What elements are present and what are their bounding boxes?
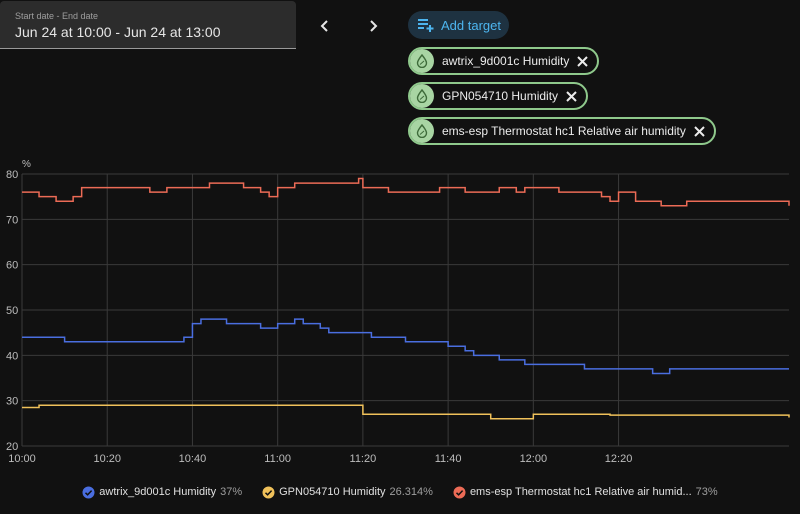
legend-item-awtrix[interactable]: awtrix_9d001c Humidity 37%	[82, 486, 242, 499]
check-circle-icon	[82, 486, 95, 498]
check-circle-icon	[453, 486, 466, 498]
add-target-button[interactable]: Add target	[408, 11, 509, 39]
legend-item-ems-esp[interactable]: ems-esp Thermostat hc1 Relative air humi…	[453, 486, 718, 499]
y-tick-label: 50	[6, 305, 18, 317]
date-range-value: Jun 24 at 10:00 - Jun 24 at 13:00	[15, 24, 221, 40]
check-circle-icon	[262, 486, 275, 498]
y-tick-label: 70	[6, 214, 18, 226]
target-chip-ems-esp: ems-esp Thermostat hc1 Relative air humi…	[408, 117, 716, 145]
legend-item-gpn[interactable]: GPN054710 Humidity 26.314%	[262, 486, 433, 499]
remove-target-button[interactable]	[566, 90, 577, 102]
water-percent-icon	[410, 119, 434, 143]
y-tick-label: 60	[6, 260, 18, 272]
date-range-field[interactable]: Start date - End date Jun 24 at 10:00 - …	[0, 1, 296, 49]
x-tick-label: 11:40	[435, 453, 462, 465]
chart-legend: awtrix_9d001c Humidity 37% GPN054710 Hum…	[0, 482, 800, 502]
series-line-1	[22, 318, 789, 375]
x-tick-label: 10:20	[93, 453, 121, 465]
target-chip-label: awtrix_9d001c Humidity	[442, 54, 570, 68]
target-chip-gpn: GPN054710 Humidity	[408, 82, 589, 110]
y-tick-label: 40	[6, 350, 18, 362]
legend-value: 26.314%	[389, 486, 433, 498]
water-percent-icon	[410, 84, 434, 108]
x-tick-label: 11:00	[264, 453, 291, 465]
close-icon	[577, 55, 589, 67]
y-axis-unit: %	[22, 159, 31, 170]
remove-target-button[interactable]	[694, 125, 705, 137]
water-percent-icon	[410, 49, 434, 73]
target-chip-awtrix: awtrix_9d001c Humidity	[408, 47, 600, 75]
previous-period-button[interactable]	[311, 12, 339, 40]
series-line-3	[22, 177, 790, 207]
legend-value: 73%	[695, 486, 718, 498]
y-tick-label: 80	[6, 169, 18, 181]
legend-label: ems-esp Thermostat hc1 Relative air humi…	[469, 486, 692, 498]
legend-label: GPN054710 Humidity	[279, 486, 386, 498]
x-tick-label: 12:20	[605, 453, 633, 465]
history-chart[interactable]: 20 30 40 50 60 70 80 10:00 10:20 10:40 11:00 11:20 1…	[0, 150, 800, 470]
legend-value: 37%	[220, 486, 243, 498]
y-tick-label: 30	[6, 396, 18, 408]
next-period-button[interactable]	[359, 12, 387, 40]
series-line-2	[22, 404, 790, 420]
target-chip-label: GPN054710 Humidity	[442, 89, 559, 103]
close-icon	[566, 90, 577, 102]
legend-label: awtrix_9d001c Humidity	[99, 486, 217, 498]
y-tick-label: 20	[6, 441, 18, 453]
remove-target-button[interactable]	[577, 55, 589, 67]
date-range-label: Start date - End date	[15, 11, 99, 21]
x-tick-label: 10:00	[8, 453, 36, 465]
x-tick-label: 12:00	[520, 453, 548, 465]
add-target-label: Add target	[441, 17, 501, 33]
close-icon	[694, 125, 705, 137]
x-tick-label: 11:20	[350, 453, 377, 465]
playlist-plus-icon	[418, 19, 434, 32]
x-tick-label: 10:40	[179, 453, 207, 465]
chevron-right-icon	[370, 20, 378, 32]
chevron-left-icon	[320, 20, 328, 32]
target-chip-label: ems-esp Thermostat hc1 Relative air humi…	[442, 124, 686, 138]
